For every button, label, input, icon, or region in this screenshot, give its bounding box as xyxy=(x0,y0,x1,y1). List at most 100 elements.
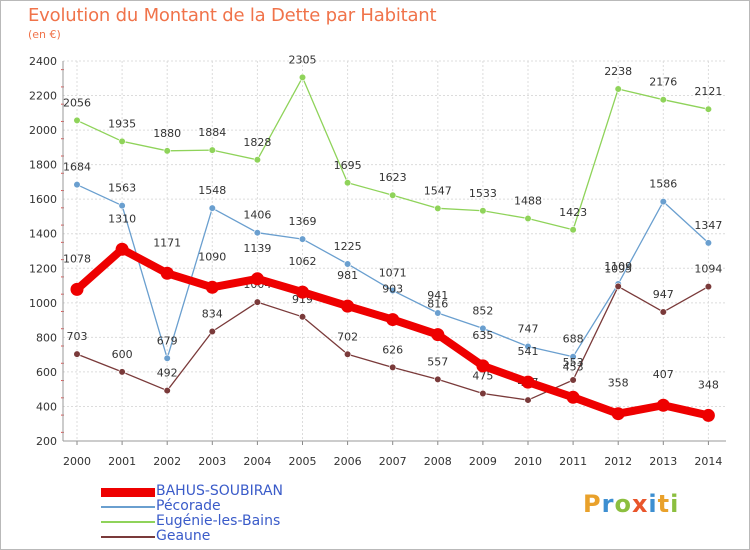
x-tick-label: 2013 xyxy=(649,455,677,468)
data-point xyxy=(118,368,126,376)
data-point xyxy=(476,359,490,373)
legend-label: Pécorade xyxy=(156,498,221,514)
data-point xyxy=(208,146,216,154)
x-tick-label: 2000 xyxy=(63,455,91,468)
logo-letter: i xyxy=(670,490,680,518)
data-point xyxy=(205,280,219,294)
legend-swatch xyxy=(101,521,155,523)
legend-item: Pécorade xyxy=(101,498,401,514)
data-point xyxy=(524,342,532,351)
logo-letter: o xyxy=(614,490,632,518)
y-tick-label: 200 xyxy=(36,435,57,448)
data-label: 1078 xyxy=(63,252,91,265)
legend-label: Geaune xyxy=(156,528,211,544)
data-label: 1090 xyxy=(198,250,226,263)
data-point xyxy=(298,235,307,243)
data-point xyxy=(344,260,352,268)
data-label: 407 xyxy=(653,368,674,381)
data-point xyxy=(434,204,442,212)
series-bahus-soubiran: 1078 1310 1171 1090 1139 1062 981 903 816 635 541 4… xyxy=(63,212,719,422)
data-point xyxy=(344,350,352,358)
data-label: 1695 xyxy=(334,159,362,172)
chart-legend: BAHUS-SOUBIRAN Pécorade Eugénie-les-Bains G… xyxy=(101,483,401,544)
data-label: 1828 xyxy=(243,136,271,149)
x-tick-label: 2004 xyxy=(243,455,271,468)
data-label: 1062 xyxy=(289,255,317,268)
logo-letter: P xyxy=(583,490,602,518)
data-label: 947 xyxy=(653,288,674,301)
data-point xyxy=(479,389,487,398)
data-point xyxy=(386,313,400,327)
data-label: 852 xyxy=(472,304,493,317)
data-point xyxy=(389,363,397,372)
data-point xyxy=(569,353,577,361)
y-tick-label: 2200 xyxy=(29,90,57,103)
data-point xyxy=(704,239,713,247)
data-label: 688 xyxy=(563,333,584,346)
data-point xyxy=(118,137,126,145)
legend-label: Eugénie-les-Bains xyxy=(156,513,281,529)
data-label: 1586 xyxy=(649,178,677,191)
chart-title: Evolution du Montant de la Dette par Hab… xyxy=(28,5,437,26)
series-p-corade: 1684 1563 679 1548 1406 1369 1225 1071 941 852 747… xyxy=(63,161,722,362)
data-point xyxy=(296,285,309,299)
data-label: 1533 xyxy=(469,187,497,200)
y-tick-label: 1800 xyxy=(29,159,57,172)
data-point xyxy=(118,201,126,210)
data-label: 1171 xyxy=(153,236,181,249)
data-point xyxy=(569,226,577,234)
data-label: 816 xyxy=(427,298,448,311)
data-point xyxy=(659,96,667,104)
data-point xyxy=(434,375,442,383)
data-point xyxy=(298,313,307,321)
data-point xyxy=(659,308,667,316)
data-point xyxy=(611,407,625,421)
data-label: 703 xyxy=(67,330,88,343)
data-label: 553 xyxy=(563,356,584,369)
data-point xyxy=(208,327,216,336)
data-point xyxy=(70,282,84,296)
x-tick-label: 2003 xyxy=(198,455,226,468)
data-label: 2176 xyxy=(649,76,677,89)
y-tick-label: 400 xyxy=(36,400,57,413)
data-label: 2305 xyxy=(289,53,317,66)
x-tick-label: 2005 xyxy=(289,455,317,468)
x-tick-label: 2008 xyxy=(424,455,452,468)
data-point xyxy=(434,309,442,317)
data-point xyxy=(298,73,307,82)
data-label: 1935 xyxy=(108,117,136,130)
data-label: 1109 xyxy=(604,260,632,273)
legend-item: Geaune xyxy=(101,528,401,544)
data-point xyxy=(389,191,397,199)
data-label: 1094 xyxy=(694,263,722,276)
data-point xyxy=(253,229,261,237)
data-point xyxy=(115,242,129,256)
logo-letter: r xyxy=(601,490,615,518)
data-point xyxy=(163,354,171,362)
data-point xyxy=(253,156,261,164)
data-point xyxy=(521,375,535,389)
data-label: 903 xyxy=(382,283,403,296)
legend-label: BAHUS-SOUBIRAN xyxy=(156,483,283,499)
data-label: 475 xyxy=(472,370,493,383)
data-label: 747 xyxy=(518,323,539,336)
data-label: 2056 xyxy=(63,96,91,109)
x-tick-label: 2014 xyxy=(694,455,722,468)
data-label: 600 xyxy=(112,348,133,361)
data-point xyxy=(656,398,670,412)
y-tick-label: 600 xyxy=(36,366,57,379)
data-label: 358 xyxy=(608,377,629,390)
legend-item: Eugénie-les-Bains xyxy=(101,513,401,529)
data-label: 1547 xyxy=(424,184,452,197)
legend-swatch xyxy=(101,536,155,538)
data-label: 1225 xyxy=(334,240,362,253)
data-point xyxy=(163,386,171,395)
data-label: 1684 xyxy=(63,161,91,174)
data-label: 1369 xyxy=(289,215,317,228)
x-tick-label: 2009 xyxy=(469,455,497,468)
data-point xyxy=(566,390,580,404)
data-point xyxy=(250,272,264,286)
grid xyxy=(63,60,726,442)
